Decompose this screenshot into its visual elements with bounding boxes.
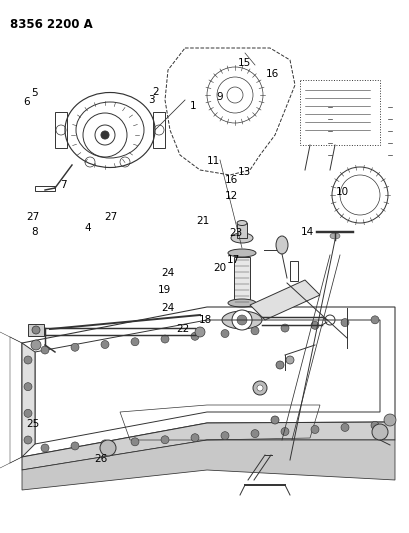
Text: 10: 10: [335, 187, 348, 197]
Ellipse shape: [227, 299, 255, 307]
Text: 13: 13: [237, 167, 250, 176]
Ellipse shape: [221, 311, 261, 329]
Polygon shape: [22, 440, 394, 490]
Circle shape: [100, 440, 116, 456]
Text: 11: 11: [206, 156, 219, 166]
Bar: [299, 80, 379, 145]
Bar: [234, 257, 249, 303]
Circle shape: [131, 438, 139, 446]
Circle shape: [220, 329, 229, 337]
Text: 8356 2200 A: 8356 2200 A: [10, 18, 92, 31]
Circle shape: [41, 444, 49, 452]
Text: 26: 26: [94, 455, 107, 464]
Circle shape: [32, 326, 40, 334]
Text: 17: 17: [227, 255, 240, 265]
Circle shape: [71, 442, 79, 450]
Circle shape: [71, 343, 79, 351]
Text: 24: 24: [161, 303, 174, 313]
Text: 27: 27: [26, 213, 39, 222]
Ellipse shape: [329, 233, 339, 239]
Text: 3: 3: [148, 95, 155, 105]
Circle shape: [161, 335, 169, 343]
Text: 6: 6: [23, 98, 30, 107]
Text: 23: 23: [229, 229, 242, 238]
Text: 16: 16: [225, 175, 238, 185]
Text: 24: 24: [161, 268, 174, 278]
Circle shape: [101, 131, 109, 139]
Bar: [28, 324, 44, 336]
Text: 21: 21: [196, 216, 209, 226]
Bar: [289, 261, 297, 281]
Circle shape: [285, 356, 293, 364]
Text: 12: 12: [225, 191, 238, 201]
Circle shape: [252, 381, 266, 395]
Circle shape: [31, 340, 41, 350]
Circle shape: [236, 315, 246, 325]
Circle shape: [256, 385, 262, 391]
Text: 15: 15: [237, 58, 250, 68]
Circle shape: [191, 332, 198, 340]
Circle shape: [340, 319, 348, 327]
Circle shape: [101, 341, 109, 349]
Circle shape: [310, 425, 318, 433]
Text: 14: 14: [300, 227, 313, 237]
Circle shape: [131, 338, 139, 346]
Bar: [153, 112, 164, 148]
Circle shape: [24, 409, 32, 417]
Circle shape: [101, 440, 109, 448]
Circle shape: [280, 427, 288, 435]
Circle shape: [250, 327, 258, 335]
Circle shape: [270, 416, 278, 424]
Circle shape: [250, 430, 258, 438]
Text: 7: 7: [60, 180, 67, 190]
Circle shape: [340, 423, 348, 431]
Circle shape: [310, 321, 318, 329]
Ellipse shape: [230, 233, 252, 243]
Circle shape: [24, 383, 32, 391]
Circle shape: [371, 424, 387, 440]
Polygon shape: [22, 343, 35, 457]
Text: 9: 9: [216, 92, 222, 102]
Circle shape: [275, 361, 283, 369]
Text: 5: 5: [31, 88, 38, 98]
Circle shape: [41, 346, 49, 354]
Circle shape: [195, 327, 204, 337]
Circle shape: [161, 436, 169, 444]
Circle shape: [231, 310, 252, 330]
Text: 22: 22: [175, 325, 189, 334]
Circle shape: [370, 422, 378, 430]
Text: 8: 8: [31, 227, 38, 237]
Text: 18: 18: [198, 315, 211, 325]
Text: 2: 2: [152, 87, 159, 96]
Circle shape: [24, 436, 32, 444]
Circle shape: [220, 432, 229, 440]
Text: 27: 27: [104, 213, 117, 222]
Polygon shape: [249, 280, 319, 320]
Circle shape: [24, 356, 32, 364]
Text: 4: 4: [85, 223, 91, 232]
Text: 19: 19: [157, 286, 170, 295]
Bar: [35, 186, 55, 191]
Circle shape: [370, 316, 378, 324]
Bar: [236, 223, 246, 238]
Circle shape: [280, 324, 288, 332]
Ellipse shape: [275, 236, 287, 254]
Circle shape: [191, 434, 198, 442]
Circle shape: [383, 414, 395, 426]
Text: 20: 20: [212, 263, 225, 273]
Text: 1: 1: [189, 101, 196, 110]
Text: 16: 16: [265, 69, 279, 78]
Text: 25: 25: [26, 419, 39, 429]
Ellipse shape: [236, 221, 246, 225]
Bar: [55, 112, 67, 148]
Polygon shape: [22, 422, 394, 470]
Ellipse shape: [227, 249, 255, 257]
